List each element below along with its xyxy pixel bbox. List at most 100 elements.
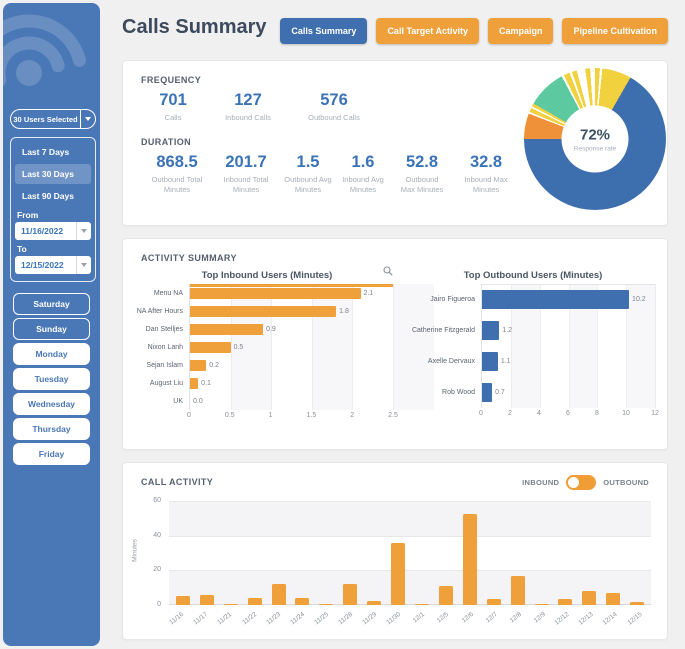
- y-tick-label: 0: [157, 601, 161, 608]
- bar: [367, 601, 382, 605]
- stat-inbound-avg: 1.6 Inbound Avg Minutes: [337, 153, 389, 195]
- x-tick-label: 12/12: [553, 611, 571, 627]
- bar-value-label: 0.2: [209, 361, 219, 369]
- bar: [534, 604, 549, 605]
- nav-button-pipeline-cultivation[interactable]: Pipeline Cultivation: [562, 18, 668, 44]
- x-label-cell: 11/17: [193, 608, 217, 634]
- stat-label: Outbound Calls: [308, 113, 360, 122]
- day-button-tuesday[interactable]: Tuesday: [13, 368, 90, 390]
- bar-cell: [577, 501, 601, 605]
- grid-band: [169, 501, 651, 536]
- zoom-icon[interactable]: [383, 266, 393, 276]
- activity-summary-card: ACTIVITY SUMMARY Top Inbound Users (Minu…: [122, 238, 668, 450]
- x-tick-label: 10: [622, 410, 630, 417]
- x-label-cell: 11/29: [361, 608, 386, 634]
- bar-row: 1.8: [190, 302, 393, 320]
- from-date-input[interactable]: 11/16/2022: [15, 222, 91, 240]
- chevron-down-icon[interactable]: [76, 222, 91, 240]
- bar-cell: [195, 501, 219, 605]
- stat-inbound-max: 32.8 Inbound Max Minutes: [455, 153, 517, 195]
- x-tick-label: 11/25: [313, 611, 330, 627]
- bar-value-label: 0.0: [193, 397, 203, 405]
- stat-label: Inbound Avg Minutes: [342, 175, 384, 195]
- stat-value: 576: [320, 91, 348, 109]
- day-button-monday[interactable]: Monday: [13, 343, 90, 365]
- x-label-cell: 12/9: [530, 608, 554, 634]
- quick-range-list: Last 7 Days Last 30 Days Last 90 Days: [15, 142, 91, 206]
- bar: [482, 383, 493, 402]
- x-label-cell: 12/1: [410, 608, 434, 634]
- day-button-friday[interactable]: Friday: [13, 443, 90, 465]
- bar-category-label: Nixon Lanh: [147, 343, 183, 351]
- x-tick-label: 11/22: [240, 611, 258, 627]
- x-tick-label: 11/30: [385, 611, 403, 627]
- bar-row: 1.1: [482, 346, 655, 377]
- x-tick-label: 2: [350, 412, 355, 419]
- bar-cell: [362, 501, 386, 605]
- bar-category-label: Menu NA: [153, 289, 183, 297]
- bar-cell: [291, 501, 315, 605]
- x-label-cell: 12/8: [506, 608, 530, 634]
- bar: [486, 599, 501, 605]
- bar: [295, 597, 310, 605]
- range-last-90-days[interactable]: Last 90 Days: [22, 191, 74, 201]
- bar-value-label: 0.5: [233, 343, 244, 351]
- summary-card: FREQUENCY 701 Calls 127 Inbound Calls 576 Out…: [122, 60, 668, 226]
- nav-button-call-target-activity[interactable]: Call Target Activity: [376, 18, 479, 44]
- x-label-cell: 12/7: [482, 608, 506, 634]
- day-button-thursday[interactable]: Thursday: [13, 418, 90, 440]
- donut-center: 72% Response rate: [561, 105, 629, 173]
- stat-value: 127: [234, 91, 262, 109]
- y-tick-label: 20: [153, 566, 161, 574]
- x-label-cell: 11/25: [313, 608, 338, 634]
- stat-label: Inbound Max Minutes: [464, 175, 508, 195]
- x-label-cell: 11/28: [337, 608, 362, 634]
- range-last-30-days[interactable]: Last 30 Days: [15, 164, 91, 184]
- gridline: [271, 284, 273, 410]
- bar-row: 0.7: [482, 377, 655, 408]
- sidebar: 30 Users Selected Last 7 Days Last 30 Day…: [3, 3, 100, 646]
- x-tick-label: 1: [268, 412, 273, 419]
- bar: [415, 603, 430, 605]
- bar-category-label: Catherine Fitzgerald: [411, 327, 475, 334]
- direction-toggle[interactable]: [566, 475, 597, 490]
- top-inbound-users-chart: Top Inbound Users (Minutes) Menu NA NA Af…: [137, 265, 434, 422]
- range-last-7-days[interactable]: Last 7 Days: [22, 147, 70, 157]
- grid-band: [311, 284, 353, 410]
- stat-outbound: 52.8 Outbound Max Minutes: [389, 153, 455, 195]
- day-button-sunday[interactable]: Sunday: [13, 318, 90, 340]
- bar-category-label: Rob Wood: [442, 389, 475, 396]
- bar-cell: [530, 501, 554, 605]
- bar-category-label: Dan Stelljes: [145, 325, 183, 333]
- bar: [190, 341, 231, 353]
- gridline: [597, 284, 599, 408]
- to-date-input[interactable]: 12/15/2022: [15, 256, 91, 274]
- stat-label: Outbound Total Minutes: [151, 175, 203, 195]
- call-activity-heading: CALL ACTIVITY: [141, 477, 214, 487]
- gridline: [510, 284, 512, 408]
- day-button-wednesday[interactable]: Wednesday: [13, 393, 90, 415]
- bar: [190, 305, 337, 317]
- gridline: [539, 284, 541, 408]
- bar-cell: [458, 501, 482, 605]
- x-label-cell: 11/16: [169, 608, 193, 634]
- outbound-label: OUTBOUND: [603, 478, 649, 487]
- day-button-saturday[interactable]: Saturday: [13, 293, 90, 315]
- bar-cell: [219, 501, 243, 605]
- stat-inbound-total: 201.7 Inbound Total Minutes: [213, 153, 279, 195]
- bar-value-label: 1.2: [502, 327, 513, 334]
- stat-inbound-calls: 127 Inbound Calls: [205, 91, 291, 123]
- chevron-down-icon[interactable]: [76, 256, 91, 274]
- nav-button-calls-summary[interactable]: Calls Summary: [280, 18, 368, 44]
- bar-cell: [434, 501, 458, 605]
- users-selected-dropdown[interactable]: 30 Users Selected: [10, 109, 96, 129]
- bar: [199, 594, 214, 605]
- bar-category-label: Sejan Islam: [146, 361, 183, 369]
- bar-value-label: 10.2: [632, 296, 646, 303]
- bar: [343, 584, 358, 605]
- nav-button-campaign[interactable]: Campaign: [487, 18, 554, 44]
- response-rate-label: Response rate: [573, 145, 617, 152]
- from-label: From: [17, 210, 39, 220]
- grid-band: [230, 284, 272, 410]
- chart-title: Top Inbound Users (Minutes): [201, 270, 333, 281]
